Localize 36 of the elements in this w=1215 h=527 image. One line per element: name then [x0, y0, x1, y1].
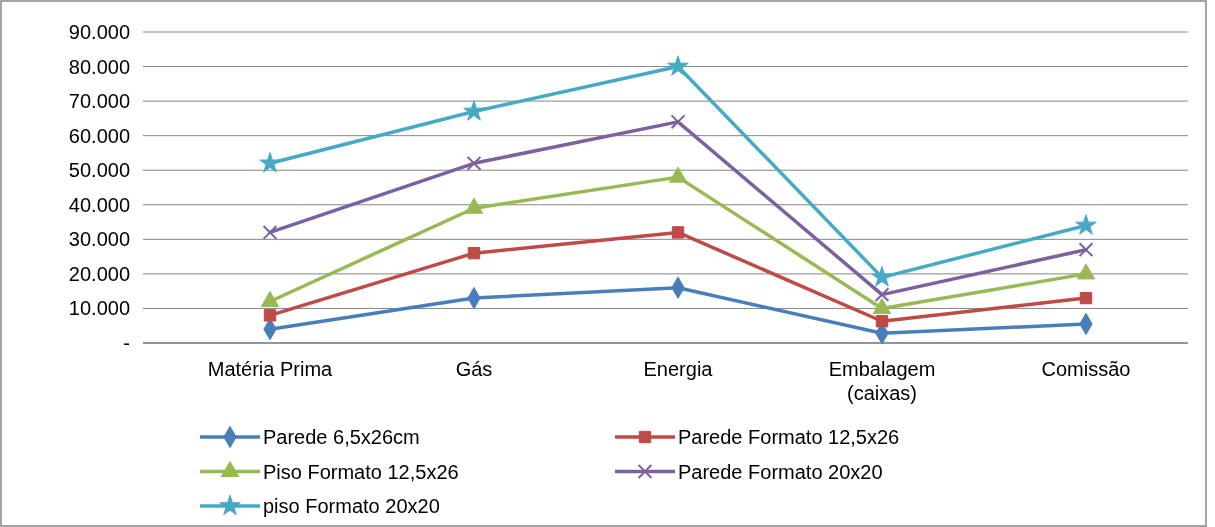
- point: [1078, 242, 1094, 258]
- y-tick-label: 20.000: [68, 262, 130, 285]
- legend-label: Parede Formato 12,5x26: [678, 426, 900, 448]
- point: [466, 155, 482, 171]
- y-tick-label: 80.000: [68, 55, 130, 78]
- point: [260, 291, 280, 308]
- y-tick-label: 90.000: [68, 21, 130, 43]
- point: [263, 309, 277, 322]
- x-tick-label: Gás: [455, 358, 493, 380]
- x-tick-label: Energia: [643, 358, 714, 380]
- point: [262, 224, 278, 240]
- y-tick-label: 10.000: [68, 297, 130, 320]
- point: [467, 246, 481, 260]
- point: [1079, 291, 1093, 305]
- legend-label: Parede 6,5x26cm: [263, 426, 420, 448]
- point: [874, 287, 890, 303]
- y-tick-label: 70.000: [68, 90, 130, 113]
- x-tick-label: Embalagem (caixas): [828, 358, 936, 404]
- y-tick-label: 30.000: [68, 228, 130, 251]
- y-tick-label: -: [123, 332, 130, 354]
- legend-label: piso Formato 20x20: [263, 495, 440, 517]
- x-tick-label: Comissão: [1041, 358, 1131, 380]
- point: [871, 266, 893, 287]
- point: [670, 114, 686, 130]
- legend-label: Parede Formato 20x20: [678, 460, 883, 483]
- point: [463, 100, 485, 121]
- y-tick-label: 50.000: [68, 159, 130, 182]
- y-tick-label: 40.000: [68, 193, 130, 216]
- point: [667, 55, 689, 76]
- x-tick-label: Matéria Prima: [207, 358, 334, 380]
- point: [671, 226, 685, 239]
- point: [875, 315, 889, 328]
- legend-label: Piso Formato 12,5x26: [263, 460, 459, 483]
- point: [259, 152, 281, 173]
- y-tick-label: 60.000: [68, 124, 130, 147]
- point: [1075, 214, 1097, 235]
